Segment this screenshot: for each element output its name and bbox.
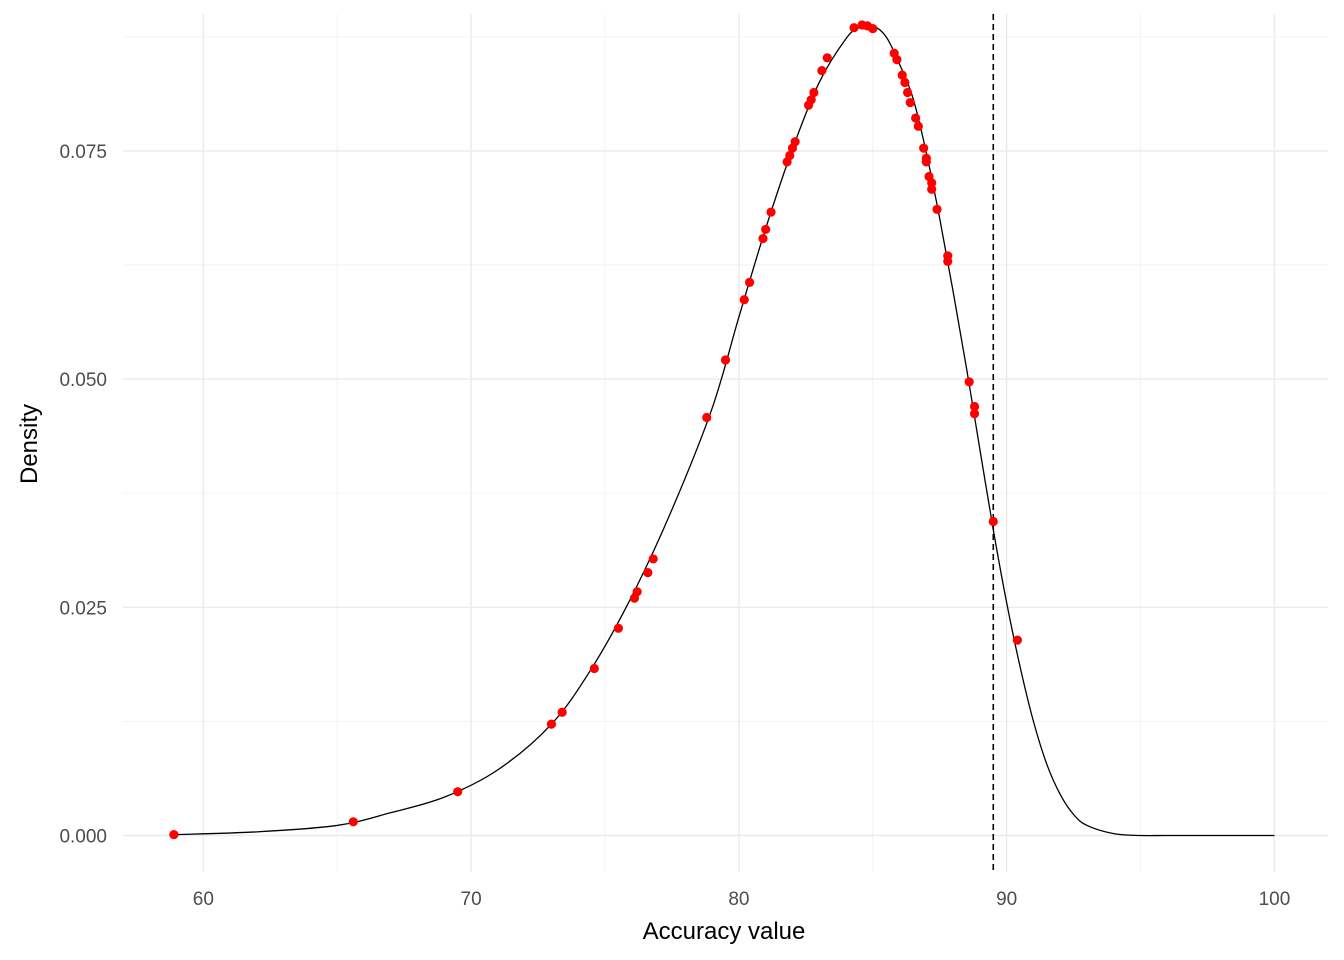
data-point <box>790 137 800 147</box>
x-tick-label: 60 <box>193 889 214 910</box>
data-point <box>809 87 819 98</box>
data-point <box>648 554 658 564</box>
data-point <box>892 55 902 65</box>
data-point <box>785 150 795 161</box>
data-point <box>546 719 557 729</box>
data-point <box>745 277 755 287</box>
data-point <box>943 256 953 266</box>
data-point <box>766 207 776 217</box>
data-point <box>817 65 827 76</box>
data-point <box>613 623 623 633</box>
data-point <box>702 412 712 423</box>
data-points-group <box>169 20 1022 840</box>
data-point <box>969 409 980 419</box>
minor-gridlines <box>123 14 1328 872</box>
data-point <box>822 53 832 63</box>
data-point <box>927 184 937 194</box>
data-point <box>758 233 768 244</box>
data-point <box>739 295 749 305</box>
x-tick-label: 100 <box>1259 889 1291 910</box>
data-point <box>720 355 731 365</box>
data-point <box>969 401 980 412</box>
x-tick-label: 90 <box>996 889 1017 910</box>
density-curve <box>176 24 1275 837</box>
y-tick-label: 0.000 <box>59 826 107 847</box>
y-tick-labels: 0.000 0.025 0.050 0.075 <box>59 142 107 848</box>
major-gridlines <box>123 14 1328 872</box>
data-point <box>919 143 929 153</box>
y-tick-label: 0.050 <box>59 370 107 391</box>
x-tick-labels: 60 70 80 90 100 <box>193 889 1291 910</box>
y-axis-title: Density <box>16 404 43 484</box>
data-point <box>453 787 463 797</box>
data-point <box>913 121 923 131</box>
data-point <box>921 157 931 167</box>
data-point <box>849 23 859 33</box>
data-point <box>169 829 179 840</box>
data-point <box>905 97 915 108</box>
data-point <box>557 707 567 717</box>
data-point <box>988 516 998 527</box>
data-point <box>589 663 599 674</box>
data-point <box>927 178 937 188</box>
data-point <box>911 113 921 123</box>
data-point <box>1012 635 1022 645</box>
data-point <box>632 587 642 597</box>
density-curve-group <box>176 24 1275 837</box>
data-point <box>806 95 816 105</box>
x-axis-title: Accuracy value <box>643 918 806 945</box>
y-tick-label: 0.025 <box>59 598 107 619</box>
data-point <box>902 87 913 98</box>
data-point <box>900 77 910 88</box>
data-point <box>964 377 974 387</box>
x-tick-label: 70 <box>461 889 482 910</box>
data-point <box>643 568 653 578</box>
x-tick-label: 80 <box>728 889 749 910</box>
data-point <box>868 24 878 34</box>
data-point <box>932 204 942 214</box>
data-point <box>761 224 771 235</box>
data-point <box>897 70 907 80</box>
y-tick-label: 0.075 <box>59 142 107 163</box>
data-point <box>348 817 358 827</box>
